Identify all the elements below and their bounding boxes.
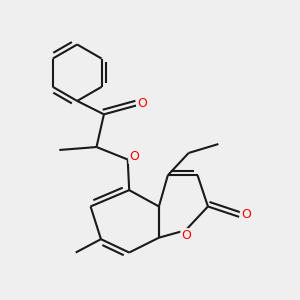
- Text: O: O: [241, 208, 250, 221]
- Text: O: O: [129, 150, 139, 163]
- Text: O: O: [181, 229, 191, 242]
- Text: O: O: [137, 97, 147, 110]
